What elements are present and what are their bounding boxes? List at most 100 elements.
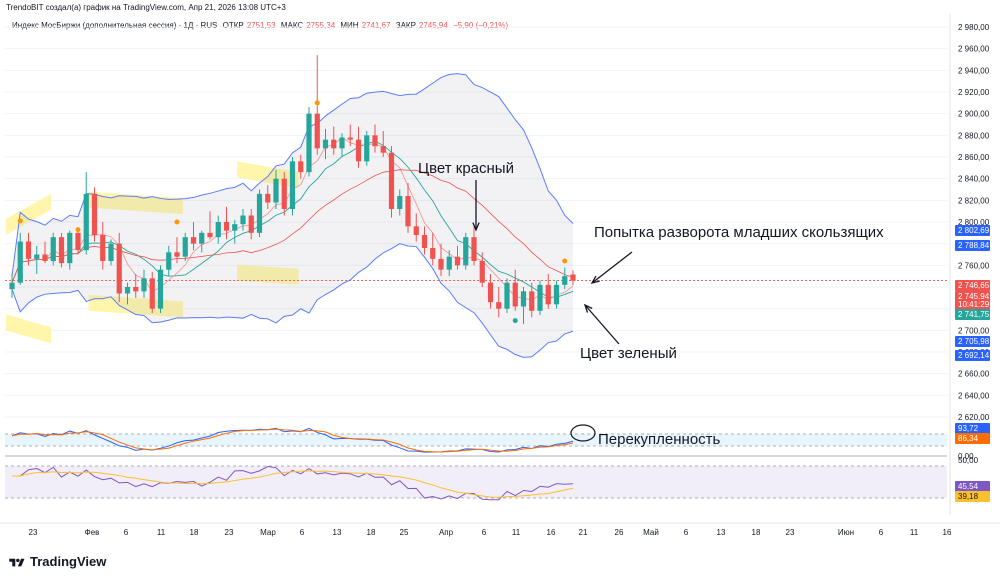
candle-body xyxy=(207,232,213,238)
close-value: 2745,94 xyxy=(418,21,448,30)
candle-body xyxy=(199,232,205,244)
candle xyxy=(215,215,221,244)
candle xyxy=(157,265,164,313)
time-tick-label: 6 xyxy=(300,528,305,537)
brand-name: TradingView xyxy=(30,554,107,569)
arrow-line xyxy=(591,251,633,284)
candle xyxy=(388,146,395,218)
candle-body xyxy=(9,282,15,290)
tradingview-logo[interactable]: TradingView xyxy=(8,554,106,569)
close-label: ЗАКР xyxy=(395,21,416,30)
time-tick-label: Апр xyxy=(439,528,454,537)
candle xyxy=(83,172,89,255)
time-tick-label: 26 xyxy=(615,528,624,537)
candle-body xyxy=(347,137,353,140)
candle xyxy=(17,232,23,285)
candle-body xyxy=(133,287,139,292)
candle xyxy=(562,267,568,290)
candle-body xyxy=(83,193,89,251)
arrow-head xyxy=(472,222,480,232)
candle-body xyxy=(265,193,271,203)
candle xyxy=(248,209,254,240)
candle-body xyxy=(75,232,81,251)
price-tick-label: 2 920,00 xyxy=(958,88,990,97)
candle-body xyxy=(331,139,337,149)
candle-body xyxy=(232,224,238,231)
low-label: МИН xyxy=(340,21,359,30)
price-axis-tag: 2 705,98 xyxy=(955,336,990,347)
candle-body xyxy=(34,254,40,259)
candle xyxy=(413,213,419,242)
candle xyxy=(25,232,32,266)
candle-body xyxy=(463,237,469,266)
high-label: МАКС xyxy=(280,21,304,30)
instrument-name: Индекс МосБиржи (дополнительная сессия) … xyxy=(12,21,218,30)
bollinger-lower-line xyxy=(11,243,574,358)
candle xyxy=(42,241,48,264)
candle xyxy=(182,232,188,261)
bollinger-upper-line xyxy=(11,73,574,277)
candle-body xyxy=(306,113,312,173)
candle-body xyxy=(50,237,56,261)
candle-body xyxy=(116,243,122,294)
overbought-circle xyxy=(570,424,596,442)
time-tick-label: 23 xyxy=(225,528,234,537)
time-tick-label: 6 xyxy=(482,528,487,537)
candle-body xyxy=(42,254,48,261)
time-tick-label: 13 xyxy=(717,528,726,537)
candle xyxy=(471,224,477,266)
signal-dot xyxy=(174,219,180,225)
candle-body xyxy=(413,226,419,235)
candle-body xyxy=(430,248,436,259)
price-tick-label: 2 840,00 xyxy=(958,175,990,184)
candle-body xyxy=(545,284,551,305)
candle-body xyxy=(141,278,147,292)
candle-body xyxy=(380,146,386,153)
candle xyxy=(446,250,452,277)
price-tick-label: 2 940,00 xyxy=(958,66,990,75)
candle xyxy=(545,274,551,309)
candle xyxy=(240,209,246,231)
low-value: 2741,67 xyxy=(361,21,391,30)
rsi-zone xyxy=(5,466,947,498)
candle xyxy=(58,232,65,268)
candle xyxy=(463,232,469,270)
candle xyxy=(421,226,428,255)
candle-body xyxy=(339,137,345,149)
candle-body xyxy=(479,261,485,283)
candle-body xyxy=(397,196,403,209)
candle-body xyxy=(240,215,246,225)
candle-body xyxy=(553,284,560,305)
candle-body xyxy=(388,152,395,209)
time-tick-label: 18 xyxy=(367,528,376,537)
candle-body xyxy=(248,215,254,233)
time-tick-label: 6 xyxy=(879,528,884,537)
candle-body xyxy=(215,222,221,238)
candle xyxy=(281,172,287,216)
candle xyxy=(34,245,40,274)
candle xyxy=(339,133,345,157)
stoch-zone xyxy=(5,434,947,446)
price-tick-label: 2 640,00 xyxy=(958,391,990,400)
candle xyxy=(479,252,485,287)
candle xyxy=(67,230,73,270)
price-tick-label: 2 860,00 xyxy=(958,153,990,162)
candle-body xyxy=(496,302,502,309)
candle xyxy=(397,189,403,216)
candle xyxy=(265,185,271,209)
candle xyxy=(438,243,444,277)
time-tick-label: 6 xyxy=(684,528,689,537)
candle-body xyxy=(322,139,329,149)
candle xyxy=(199,230,205,253)
stoch-axis-tag: 93,72 xyxy=(955,423,990,434)
candle xyxy=(207,211,213,240)
candle xyxy=(289,157,296,216)
price-tick-label: 2 760,00 xyxy=(958,261,990,270)
high-value: 2755,34 xyxy=(306,21,336,30)
candle xyxy=(364,131,370,166)
candle xyxy=(133,274,139,298)
arrow-green-annotation xyxy=(583,303,620,345)
price-tick-label: 2 900,00 xyxy=(958,110,990,119)
candle xyxy=(100,222,106,270)
